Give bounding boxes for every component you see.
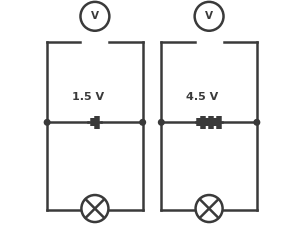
Text: V: V: [205, 11, 213, 21]
Circle shape: [81, 195, 109, 222]
Text: 4.5 V: 4.5 V: [186, 92, 218, 102]
Text: V: V: [91, 11, 99, 21]
Circle shape: [140, 120, 146, 125]
Text: 1.5 V: 1.5 V: [72, 92, 104, 102]
Circle shape: [195, 195, 223, 222]
Circle shape: [158, 120, 164, 125]
Circle shape: [254, 120, 260, 125]
Circle shape: [81, 2, 109, 31]
Circle shape: [195, 2, 223, 31]
Circle shape: [44, 120, 50, 125]
